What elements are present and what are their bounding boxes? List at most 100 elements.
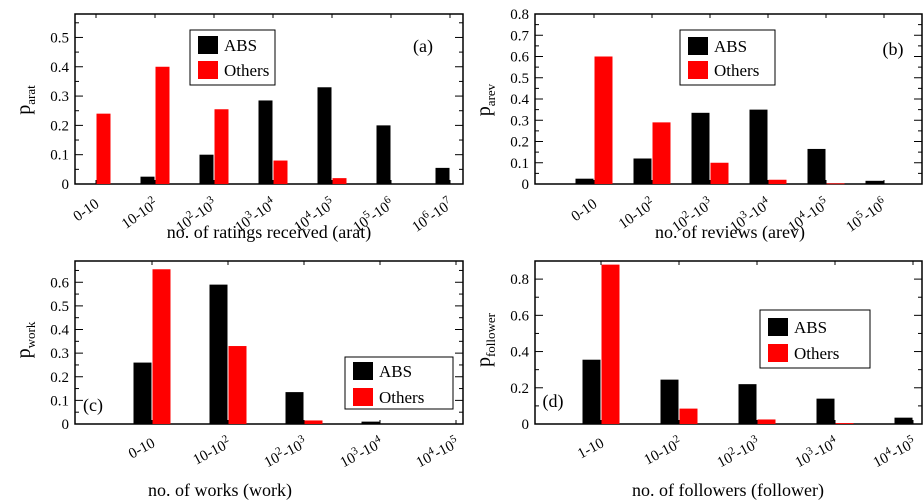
y-tick-label: 0.6 bbox=[510, 308, 529, 324]
bar-abs bbox=[894, 417, 913, 424]
y-tick-label: 0.1 bbox=[50, 148, 69, 164]
bar-others bbox=[652, 122, 671, 184]
y-tick-label: 0.2 bbox=[50, 118, 69, 134]
legend: ABS Others bbox=[679, 29, 776, 86]
bar-others bbox=[214, 109, 229, 184]
panel-c: 0 0.1 0.2 0.3 0.4 0.5 0.6 0-10 10-102 102-103 103-… bbox=[13, 260, 464, 501]
x-axis-label: no. of followers (follower) bbox=[632, 480, 824, 501]
x-tick-label: 10-102 bbox=[614, 194, 658, 233]
legend: ABS Others bbox=[189, 29, 276, 86]
bar-abs bbox=[807, 148, 826, 184]
legend-swatch-abs bbox=[688, 37, 708, 55]
x-tick-label: 104-105 bbox=[412, 433, 462, 472]
x-tick-label: 102-103 bbox=[713, 433, 763, 472]
legend-swatch-others bbox=[198, 61, 218, 79]
bar-abs bbox=[199, 154, 214, 184]
y-axis-label: pfollower bbox=[473, 312, 498, 367]
x-tick-label: 102-103 bbox=[260, 433, 310, 472]
y-axis-label: parat bbox=[13, 85, 38, 115]
y-tick-label: 0.3 bbox=[50, 89, 69, 105]
bar-abs bbox=[738, 384, 757, 424]
bar-abs bbox=[660, 379, 679, 424]
legend-label-abs: ABS bbox=[794, 318, 827, 337]
y-tick-label: 0.7 bbox=[510, 28, 529, 44]
bar-abs bbox=[140, 176, 155, 184]
legend-swatch-others bbox=[353, 388, 373, 406]
y-tick-label: 0.6 bbox=[510, 50, 529, 66]
legend: ABS Others bbox=[759, 309, 871, 369]
legend-swatch-others bbox=[688, 61, 708, 79]
y-tick-label: 0.2 bbox=[510, 135, 529, 151]
panel-tag: (c) bbox=[83, 395, 103, 416]
panel-d: 0 0.2 0.4 0.6 0.8 1-10 10-102 102-103 103-104 104… bbox=[473, 260, 923, 501]
y-tick-label: 0.2 bbox=[510, 381, 529, 397]
bar-others bbox=[826, 183, 845, 185]
bar-abs bbox=[575, 178, 594, 184]
y-tick-label: 0.1 bbox=[510, 156, 529, 172]
y-tick-label: 0 bbox=[62, 417, 70, 433]
x-tick-label: 0-10 bbox=[71, 196, 103, 225]
x-axis-label: no. of reviews (arev) bbox=[655, 222, 805, 243]
legend: ABS Others bbox=[344, 356, 454, 410]
y-tick-label: 0.4 bbox=[50, 60, 69, 76]
legend-swatch-abs bbox=[768, 318, 788, 336]
y-tick-label: 0.3 bbox=[510, 113, 529, 129]
bar-abs bbox=[633, 158, 652, 184]
y-axis-label: parev bbox=[473, 83, 498, 116]
legend-label-abs: ABS bbox=[224, 36, 257, 55]
legend-swatch-others bbox=[768, 344, 788, 362]
y-tick-label: 0.5 bbox=[50, 30, 69, 46]
panel-tag: (d) bbox=[543, 391, 564, 412]
bar-others bbox=[757, 419, 776, 424]
bar-others bbox=[155, 66, 170, 184]
y-tick-label: 0.8 bbox=[510, 272, 529, 288]
panel-b: 00.10.20.30.40.50.60.70.80-10 10-102102-1… bbox=[473, 7, 923, 243]
legend-label-others: Others bbox=[714, 61, 759, 80]
y-tick-label: 0.2 bbox=[50, 370, 69, 386]
y-tick-label: 0.5 bbox=[510, 71, 529, 87]
x-tick-label: 0-10 bbox=[126, 435, 158, 462]
panel-tag: (b) bbox=[883, 39, 904, 60]
x-tick-label: 10-102 bbox=[189, 433, 234, 469]
bar-abs bbox=[691, 112, 710, 184]
y-tick-label: 0.1 bbox=[50, 393, 69, 409]
bar-abs bbox=[582, 359, 601, 424]
bar-abs bbox=[749, 109, 768, 184]
legend-swatch-abs bbox=[353, 362, 373, 380]
x-tick-label: 103-104 bbox=[336, 433, 386, 472]
y-tick-label: 0.3 bbox=[50, 346, 69, 362]
panel-tag: (a) bbox=[413, 36, 433, 57]
y-tick-label: 0 bbox=[522, 177, 530, 193]
bar-abs bbox=[435, 167, 450, 184]
y-tick-label: 0 bbox=[62, 177, 70, 193]
legend-label-others: Others bbox=[794, 344, 839, 363]
x-tick-label: 104-105 bbox=[869, 433, 919, 472]
x-axis-label: no. of works (work) bbox=[148, 480, 292, 501]
x-tick-label: 10-102 bbox=[640, 433, 685, 469]
legend-label-abs: ABS bbox=[714, 37, 747, 56]
x-tick-label: 105-106 bbox=[842, 193, 891, 235]
x-tick-label: 0-10 bbox=[569, 196, 601, 225]
bar-abs bbox=[317, 87, 332, 184]
bar-others bbox=[304, 420, 323, 424]
bar-abs bbox=[209, 284, 228, 424]
legend-label-others: Others bbox=[224, 61, 269, 80]
bar-abs bbox=[865, 180, 884, 184]
bar-others bbox=[594, 56, 613, 184]
y-tick-label: 0.4 bbox=[50, 323, 69, 339]
plot-frame bbox=[534, 260, 923, 425]
y-tick-label: 0 bbox=[522, 417, 530, 433]
legend-swatch-abs bbox=[198, 36, 218, 54]
y-axis-label: pwork bbox=[13, 321, 38, 358]
bar-others bbox=[710, 162, 729, 184]
y-tick-label: 0.8 bbox=[510, 7, 529, 23]
panel-a: 00.10.20.30.40.50-10 10-102102-103103-104… bbox=[13, 13, 464, 243]
bar-abs bbox=[816, 398, 835, 424]
bar-others bbox=[332, 178, 347, 184]
bar-abs bbox=[361, 421, 380, 424]
bar-abs bbox=[258, 100, 273, 184]
x-tick-label: 103-104 bbox=[791, 433, 841, 472]
bar-others bbox=[768, 179, 787, 184]
bar-abs bbox=[376, 125, 391, 184]
